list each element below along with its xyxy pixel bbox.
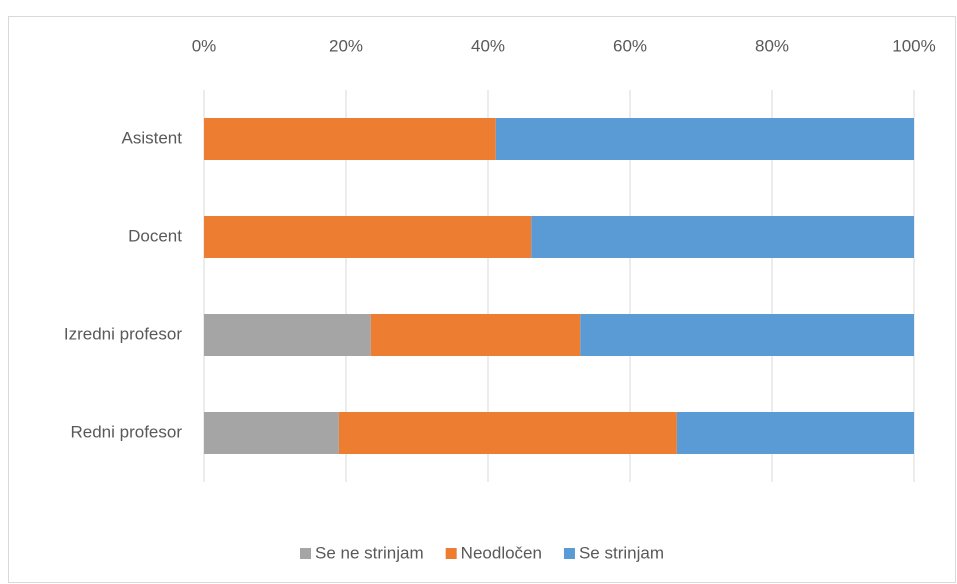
legend-swatch	[445, 548, 457, 559]
x-tick-label: 80%	[755, 36, 789, 55]
legend-swatch	[563, 548, 575, 559]
bar-segment	[531, 216, 914, 258]
chart-frame	[8, 16, 956, 583]
bar-segment	[338, 412, 677, 454]
x-tick-label: 60%	[613, 36, 647, 55]
bar-segment	[204, 314, 371, 356]
x-tick-label: 20%	[329, 36, 363, 55]
legend-label: Se ne strinjam	[315, 543, 424, 562]
bar-segment	[370, 314, 581, 356]
bar-segment	[204, 412, 339, 454]
y-tick-label: Docent	[128, 226, 182, 245]
bar-segment	[676, 412, 914, 454]
bar-segment	[580, 314, 914, 356]
bar-segment	[204, 216, 532, 258]
bar-segment	[495, 118, 914, 160]
legend-label: Neodločen	[461, 543, 542, 562]
y-tick-label: Izredni profesor	[64, 324, 182, 343]
legend-label: Se strinjam	[579, 543, 664, 562]
x-tick-label: 100%	[892, 36, 935, 55]
y-tick-label: Redni profesor	[70, 422, 182, 441]
legend-swatch	[300, 548, 312, 559]
x-tick-label: 40%	[471, 36, 505, 55]
y-tick-label: Asistent	[122, 128, 183, 147]
bar-segment	[204, 118, 496, 160]
x-tick-label: 0%	[192, 36, 217, 55]
